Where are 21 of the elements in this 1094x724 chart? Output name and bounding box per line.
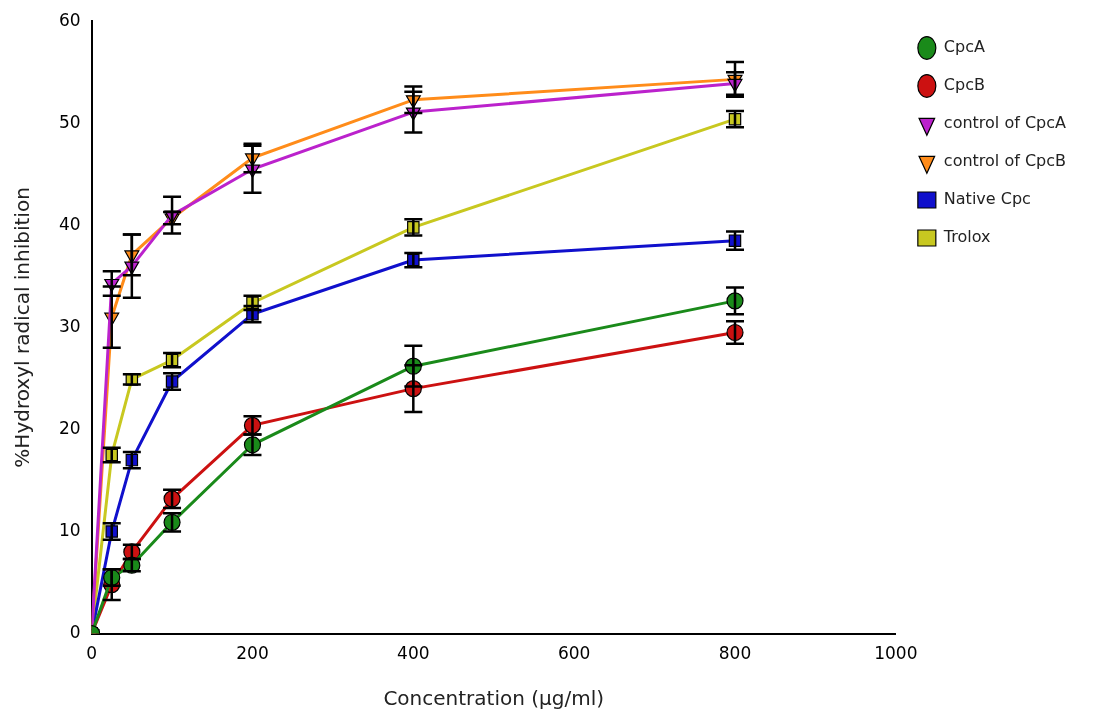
- y-axis-title: %Hydroxyl radical inhibition: [10, 187, 35, 468]
- x-tick-label: 800: [718, 643, 752, 664]
- y-tick-label: 0: [69, 622, 81, 643]
- y-tick-label: 30: [58, 315, 81, 336]
- legend-label: control of CpcA: [943, 113, 1067, 133]
- x-tick-label: 600: [557, 643, 591, 664]
- x-tick-label: 400: [397, 643, 430, 664]
- x-tick-label: 1000: [874, 643, 918, 664]
- legend-label: Trolox: [942, 227, 991, 247]
- x-tick-label: 0: [86, 643, 98, 664]
- x-axis-title: Concentration (μg/ml): [383, 686, 605, 711]
- x-tick-label: 200: [236, 643, 269, 664]
- legend-label: CpcB: [943, 75, 985, 95]
- legend-label: CpcA: [943, 37, 985, 57]
- legend-label: control of CpcB: [943, 151, 1066, 171]
- legend-label: Native Cpc: [943, 189, 1031, 209]
- y-tick-label: 40: [58, 213, 81, 234]
- y-tick-label: 10: [58, 519, 81, 540]
- y-tick-label: 20: [58, 417, 81, 438]
- y-tick-label: 50: [58, 111, 81, 132]
- y-tick-label: 60: [58, 9, 81, 30]
